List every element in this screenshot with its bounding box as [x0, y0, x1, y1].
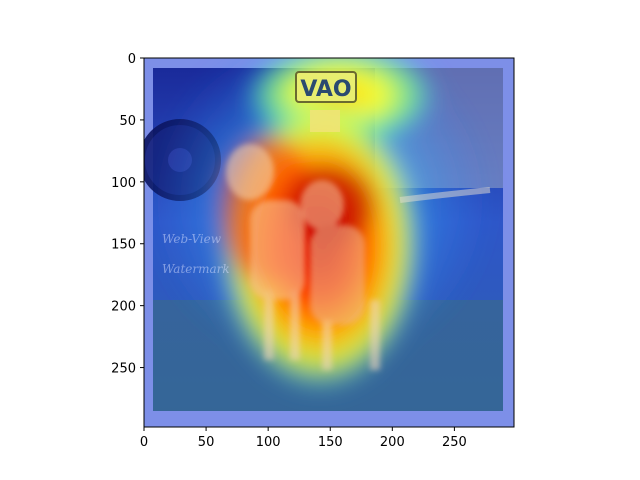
dog-left [226, 144, 305, 360]
y-tick-label: 200 [111, 300, 136, 315]
photo-watermark: Web-View Watermark [162, 232, 230, 276]
y-axis: 0 50 100 150 200 250 [111, 52, 144, 377]
dog-tail [399, 187, 491, 203]
y-tick-label: 0 [128, 52, 136, 67]
license-plate: VAO [295, 71, 357, 103]
x-tick-label: 100 [256, 435, 281, 450]
watermark-line1: Web-View [162, 232, 222, 246]
x-tick-label: 0 [140, 435, 148, 450]
y-tick-label: 50 [119, 114, 136, 129]
y-tick-label: 100 [111, 176, 136, 191]
x-axis: 0 50 100 150 200 250 [140, 427, 467, 450]
plot-border [143, 57, 515, 428]
watermark-line2: Watermark [162, 262, 230, 276]
x-tick-label: 200 [380, 435, 405, 450]
dog-right [300, 180, 380, 370]
plate-lower-box [310, 110, 340, 132]
heatmap-image: VAO Web-View Watermark [144, 58, 514, 427]
x-tick-label: 50 [198, 435, 215, 450]
x-tick-label: 250 [442, 435, 467, 450]
y-tick-label: 250 [111, 362, 136, 377]
x-tick-label: 150 [318, 435, 343, 450]
y-tick-label: 150 [111, 238, 136, 253]
license-plate-text: VAO [300, 77, 351, 102]
